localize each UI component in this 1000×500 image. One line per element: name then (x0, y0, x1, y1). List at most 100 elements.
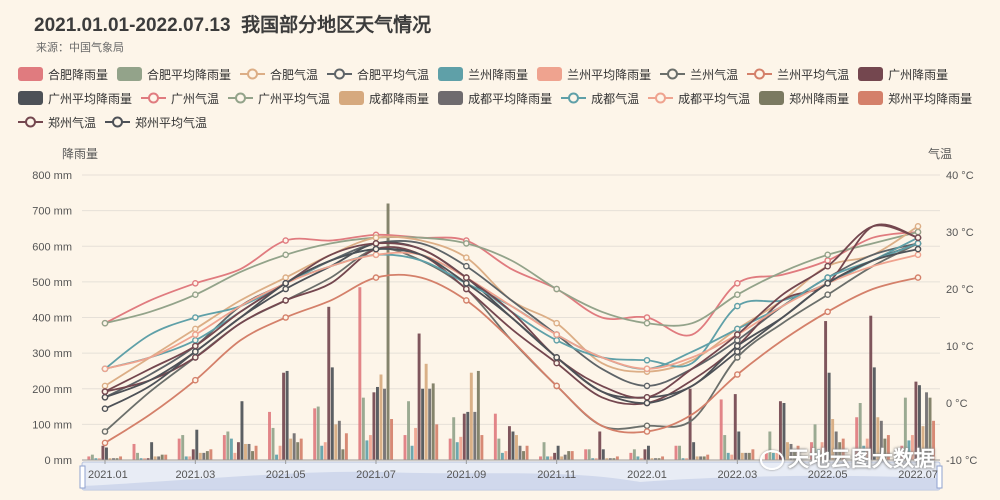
bar (278, 445, 282, 460)
bar (344, 433, 348, 460)
bar (706, 454, 710, 460)
line-point (643, 356, 651, 364)
y-left-axis-name: 降雨量 (62, 147, 98, 161)
line-point (463, 274, 470, 281)
legend-item[interactable]: 广州平均降雨量 (18, 86, 132, 110)
legend-item[interactable]: 合肥平均气温 (327, 62, 429, 86)
bar (862, 445, 866, 460)
bar (647, 445, 650, 460)
y-left-tick-label: 0 mm (45, 455, 73, 467)
bar (504, 451, 508, 460)
line-point (643, 382, 651, 390)
y-left-tick-label: 700 mm (32, 206, 72, 218)
bar (723, 435, 727, 460)
bar (94, 458, 98, 460)
line-point (553, 319, 560, 327)
bar (410, 445, 414, 460)
x-tick-label: 2021.07 (356, 469, 396, 481)
legend-item[interactable]: 合肥气温 (240, 62, 318, 86)
legend-item[interactable]: 成都平均气温 (648, 86, 750, 110)
bar (153, 456, 157, 460)
y-left-tick-label: 800 mm (32, 170, 72, 182)
legend-item[interactable]: 郑州气温 (18, 110, 96, 134)
bar (921, 426, 925, 460)
line-point (643, 399, 651, 407)
bar (289, 438, 293, 460)
legend-item[interactable]: 郑州平均降雨量 (858, 86, 972, 110)
bar (337, 420, 341, 460)
line-point (463, 279, 470, 287)
bar (462, 413, 466, 460)
bar (629, 452, 633, 460)
legend-item[interactable]: 广州气温 (141, 86, 219, 110)
legend-item[interactable]: 兰州平均降雨量 (537, 62, 651, 86)
legend-symbol (537, 67, 563, 81)
line-point (372, 251, 380, 259)
legend-symbol (141, 92, 167, 104)
bar (226, 431, 230, 460)
bar (320, 445, 324, 460)
bar (365, 440, 369, 460)
bar (681, 458, 685, 460)
legend-item[interactable]: 合肥降雨量 (18, 62, 108, 86)
bar (407, 401, 410, 460)
bar (448, 438, 452, 460)
legend-item[interactable]: 成都气温 (561, 86, 639, 110)
line-point (914, 245, 922, 253)
bar (872, 367, 876, 460)
legend-label: 成都平均降雨量 (468, 91, 553, 106)
bar (702, 456, 706, 460)
bar (567, 451, 571, 460)
bar (205, 451, 209, 460)
legend-item[interactable]: 广州平均气温 (228, 86, 330, 110)
bar (518, 445, 522, 460)
bar (636, 456, 640, 460)
bar (244, 443, 247, 460)
legend-item[interactable]: 成都平均降雨量 (438, 86, 552, 110)
y-right-tick-label: 10 °C (946, 341, 974, 353)
legend-item[interactable]: 成都降雨量 (339, 86, 429, 110)
legend-item[interactable]: 郑州平均气温 (105, 110, 207, 134)
bar (222, 435, 226, 460)
line-point (914, 228, 922, 236)
y-left-tick-label: 100 mm (32, 419, 72, 431)
bar (744, 452, 748, 460)
bar (236, 442, 240, 460)
y-left-tick-label: 300 mm (32, 348, 72, 360)
legend-item[interactable]: 合肥平均降雨量 (117, 62, 231, 86)
bar (549, 456, 553, 460)
datazoom-preview (82, 471, 940, 490)
bar (455, 442, 459, 460)
bar (824, 321, 828, 460)
legend-symbol (18, 91, 43, 105)
legend-item[interactable]: 兰州降雨量 (438, 62, 528, 86)
legend-item[interactable]: 广州降雨量 (858, 62, 948, 86)
bar (313, 408, 317, 460)
legend-symbol (327, 68, 353, 80)
bar (334, 424, 338, 460)
y-left-tick-label: 500 mm (32, 277, 72, 289)
line-point (734, 302, 741, 310)
line-point (643, 428, 651, 435)
legend-item[interactable]: 郑州降雨量 (759, 86, 849, 110)
datazoom-handle-right[interactable] (936, 465, 943, 489)
bar (282, 372, 286, 460)
bar (688, 388, 692, 460)
line-point (914, 240, 922, 247)
line-point (463, 254, 470, 261)
line-point (643, 422, 651, 430)
bar (632, 449, 636, 460)
legend-item[interactable]: 兰州平均气温 (747, 62, 849, 86)
datazoom-handle-left[interactable] (79, 465, 86, 489)
line-point (101, 393, 109, 401)
legend-label: 合肥平均气温 (357, 67, 430, 82)
bar (358, 287, 362, 460)
bar (330, 367, 334, 460)
bar (403, 435, 407, 460)
bar (876, 417, 880, 460)
bar (435, 424, 439, 460)
bar (685, 458, 689, 460)
bar (737, 431, 741, 460)
legend-item[interactable]: 兰州气温 (660, 62, 738, 86)
